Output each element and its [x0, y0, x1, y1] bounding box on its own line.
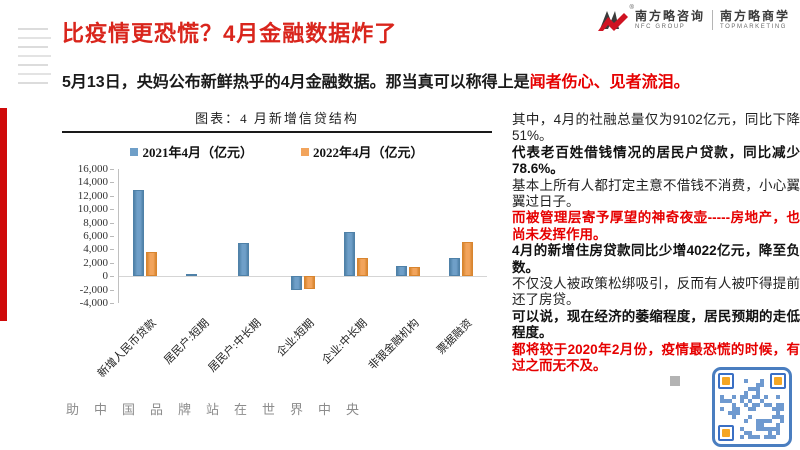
- x-category-label: 新增人民币贷款: [95, 317, 159, 381]
- footer-slogan: 助中国品牌站在世界中央: [66, 402, 375, 417]
- x-category-label: 非银金融机构: [366, 317, 422, 373]
- chart-title: 图表：4 月新增信贷结构: [62, 108, 492, 133]
- x-category-label: 企业:短期: [274, 317, 317, 359]
- x-category-label: 居民户:短期: [161, 317, 212, 367]
- qr-finder-bottom-left: [718, 425, 734, 441]
- logo-brand2-en: TOPMARKETING: [719, 23, 788, 30]
- commentary-paragraph: 不仅没人被政策松绑吸引，反而有人被吓得提前还了房贷。: [512, 276, 800, 308]
- commentary-paragraph: 基本上所有人都打定主意不借钱不消费，小心翼翼过日子。: [512, 177, 800, 210]
- logo-divider: [711, 10, 713, 30]
- qr-finder-top-right: [770, 373, 786, 389]
- y-tick-label: 0: [102, 270, 109, 283]
- y-tick-mark: [110, 236, 114, 237]
- bar-2021-3: [291, 276, 302, 291]
- page-title: 比疫情更恐慌？4月金融数据炸了: [62, 21, 398, 46]
- plot-area: [118, 169, 487, 303]
- y-tick-label: 12,000: [77, 189, 108, 202]
- bar-2022-4: [356, 258, 368, 277]
- y-tick-mark: [110, 209, 114, 211]
- gray-square-decoration: [670, 376, 680, 386]
- decorative-lines-icon: [18, 28, 51, 91]
- subtitle-red: 闻者伤心、见者流泪。: [529, 74, 690, 91]
- bar-2021-0: [133, 190, 145, 277]
- x-category-label: 企业:中长期: [319, 317, 370, 367]
- subtitle: 5月13日，央妈公布新鲜热乎的4月金融数据。那当真可以称得上是闻者伤心、见者流泪…: [62, 72, 772, 94]
- y-tick-mark: [110, 195, 114, 197]
- bar-2021-5: [396, 266, 408, 277]
- bar-2022-0: [146, 252, 158, 277]
- y-tick-mark: [110, 182, 114, 184]
- company-logo: ® 南方略咨询 NFC GROUP 南方略商学 TOPMARKETING: [597, 5, 790, 31]
- logo-brand1-cn: 南方略咨询: [634, 8, 705, 23]
- logo-brand2-cn: 南方略商学: [719, 8, 790, 23]
- bar-2021-2: [238, 243, 250, 277]
- left-accent-bar: [0, 108, 7, 321]
- y-tick-mark: [110, 262, 114, 264]
- legend-item: 2021年4月（亿元）: [130, 142, 253, 161]
- logo-brand1-en: NFC GROUP: [634, 23, 686, 30]
- bar-2022-5: [409, 266, 421, 277]
- credit-structure-chart: 图表：4 月新增信贷结构 2021年4月（亿元） 2022年4月（亿元） 16,0…: [62, 108, 492, 380]
- bar-2022-6: [461, 241, 473, 277]
- commentary-panel: 其中，4月的社融总量仅为9102亿元，同比下降51%。 代表老百姓借钱情况的居民户…: [512, 112, 800, 375]
- y-tick-label: 16,000: [77, 163, 108, 175]
- zero-axis-line: [119, 276, 487, 278]
- y-tick-label: 6,000: [83, 230, 108, 242]
- commentary-paragraph: 可以说，现在经济的萎缩程度，居民预期的走低程度。: [512, 308, 800, 341]
- y-tick-mark: [110, 169, 114, 170]
- y-tick-mark: [110, 303, 114, 304]
- x-category-label: 居民户:中长期: [206, 317, 265, 375]
- commentary-paragraph: 都将较于2020年2月份，疫情最恐慌的时候，有过之而无不及。: [512, 341, 800, 374]
- y-tick-mark: [110, 222, 114, 224]
- y-tick-label: 8,000: [83, 216, 108, 229]
- commentary-paragraph: 代表老百姓借钱情况的居民户贷款，同比减少78.6%。: [512, 144, 800, 177]
- bar-2021-4: [343, 231, 355, 277]
- logo-mark-icon: ®: [597, 5, 634, 31]
- bar-2021-1: [185, 273, 197, 277]
- chart-plot: 16,000 14,000 12,000 10,000 8,000 6,000 4,000 2…: [62, 163, 492, 380]
- x-category-label: 票据融资: [434, 317, 475, 357]
- y-tick-label: 10,000: [77, 203, 108, 216]
- y-tick-label: 14,000: [77, 176, 108, 189]
- y-axis: 16,000 14,000 12,000 10,000 8,000 6,000 4,000 2…: [62, 163, 114, 309]
- qr-code: [712, 367, 792, 447]
- subtitle-black: 5月13日，央妈公布新鲜热乎的4月金融数据。那当真可以称得上是: [62, 74, 530, 91]
- y-tick-label: 2,000: [83, 256, 108, 269]
- legend-label: 2022年4月（亿元）: [313, 145, 424, 160]
- y-tick-mark: [110, 276, 114, 278]
- y-tick-label: 4,000: [83, 243, 108, 256]
- chart-legend: 2021年4月（亿元） 2022年4月（亿元）: [62, 142, 492, 161]
- x-axis-labels: 新增人民币贷款 居民户:短期 居民户:中长期 企业:短期 企业:中长期 非银金融机构 票据融…: [96, 305, 486, 380]
- bar-2021-6: [448, 258, 460, 277]
- commentary-paragraph: 4月的新增住房贷款同比少增4022亿元，降至负数。: [512, 243, 800, 275]
- y-tick-mark: [110, 289, 114, 291]
- y-tick-mark: [110, 249, 114, 251]
- y-tick-label: -2,000: [79, 283, 108, 296]
- qr-modules: [720, 375, 784, 439]
- legend-swatch-icon: [130, 147, 139, 156]
- bar-2022-3: [304, 276, 315, 290]
- legend-item: 2022年4月（亿元）: [301, 142, 424, 161]
- registered-mark: ®: [629, 5, 634, 11]
- y-tick-label: -4,000: [79, 297, 108, 309]
- qr-finder-top-left: [718, 373, 734, 389]
- legend-label: 2021年4月（亿元）: [142, 145, 253, 160]
- commentary-paragraph: 而被管理层寄予厚望的神奇夜壶-----房地产，也尚未发挥作用。: [512, 210, 800, 242]
- commentary-paragraph: 其中，4月的社融总量仅为9102亿元，同比下降51%。: [512, 112, 800, 144]
- legend-swatch-icon: [301, 147, 309, 156]
